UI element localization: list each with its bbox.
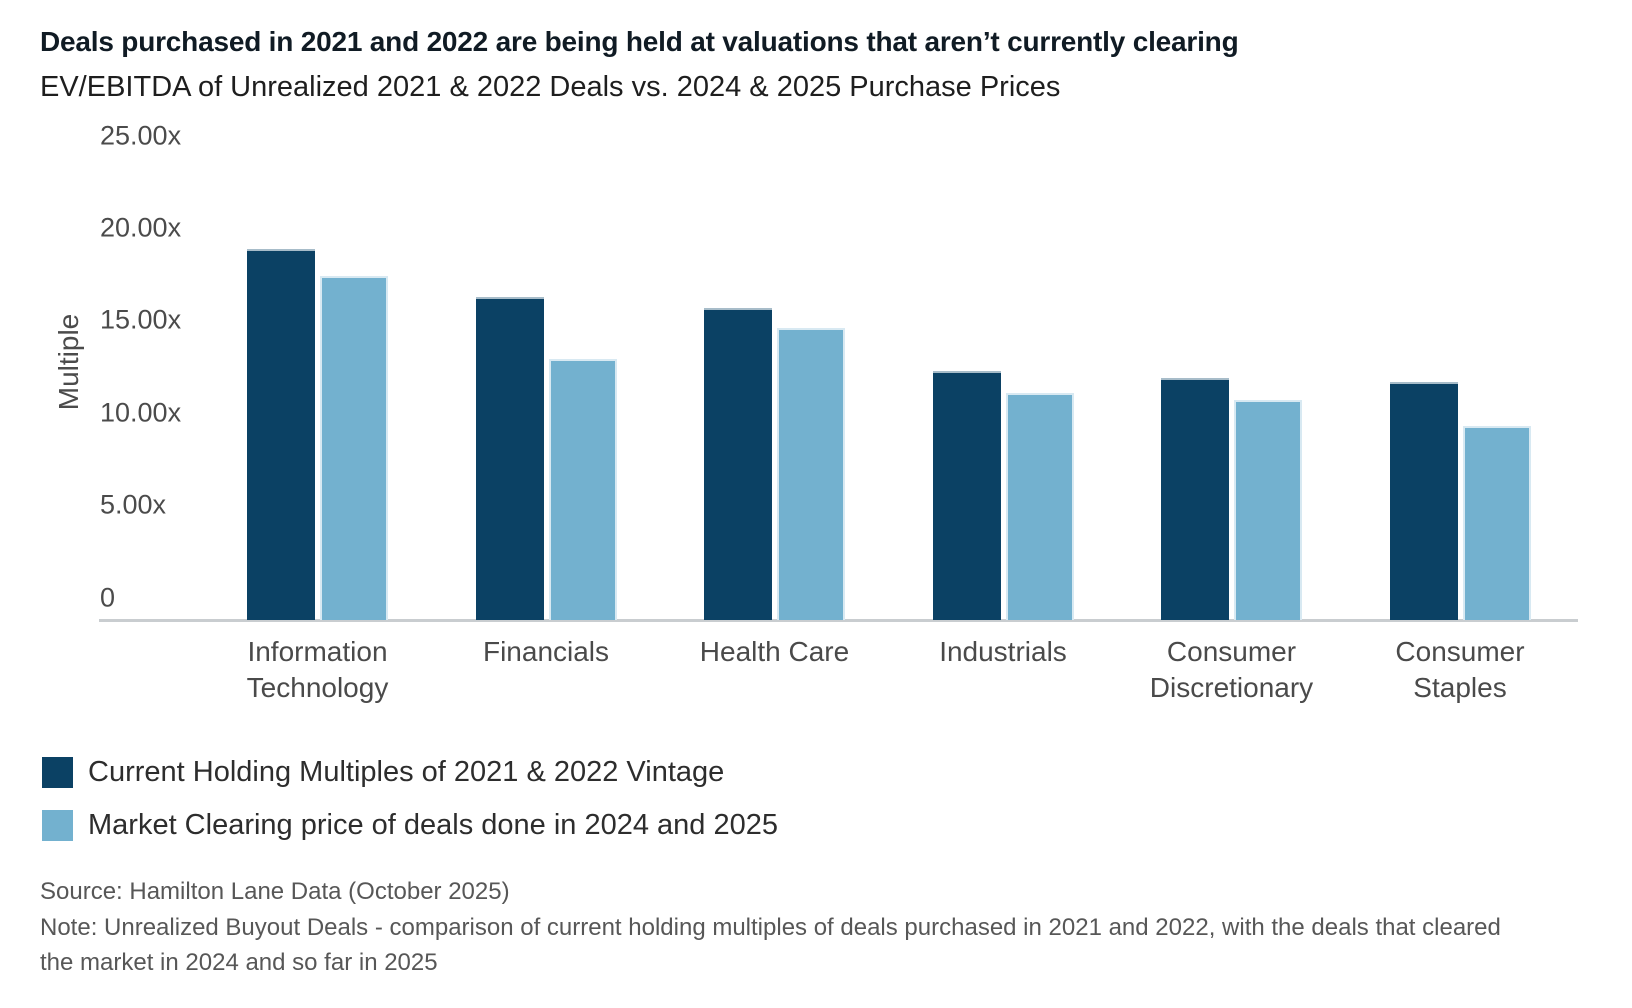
y-axis-title: Multiple [53, 313, 84, 411]
bar-current-holding-financials [475, 297, 544, 620]
bar-market-clearing-health-care [777, 328, 845, 620]
source-line: Source: Hamilton Lane Data (October 2025… [40, 878, 510, 905]
legend-swatch-light [42, 810, 73, 841]
chart-subtitle: EV/EBITDA of Unrealized 2021 & 2022 Deal… [40, 71, 1061, 103]
x-category-label-health-care: Health Care [699, 636, 850, 667]
x-category-label-financials: Financials [482, 636, 610, 667]
note-line: Note: Unrealized Buyout Deals - comparis… [40, 913, 1501, 977]
legend-swatch-dark [42, 757, 73, 788]
y-tick-label: 15.00x [100, 304, 182, 335]
bar-market-clearing-consumer-staples [1462, 426, 1531, 620]
y-tick-label: 10.00x [100, 397, 182, 428]
legend-item-market-clearing: Market Clearing price of deals done in 2… [42, 809, 778, 842]
x-category-label-industrials: Industrials [939, 636, 1067, 667]
y-tick-label: 25.00x [100, 120, 182, 151]
bar-market-clearing-information-technology [320, 276, 388, 620]
x-category-label-consumer-staples: Consumer Staples [1395, 636, 1525, 703]
chart-title: Deals purchased in 2021 and 2022 are bei… [40, 26, 1239, 57]
legend-label: Market Clearing price of deals done in 2… [88, 809, 779, 841]
bar-current-holding-health-care [704, 308, 772, 620]
bar-current-holding-consumer-discretionary [1161, 378, 1229, 620]
bar-market-clearing-financials [548, 359, 617, 620]
y-tick-label: 20.00x [100, 212, 182, 243]
y-tick-label: 5.00x [100, 489, 167, 520]
bar-current-holding-information-technology [247, 249, 315, 620]
footer: Source: Hamilton Lane Data (October 2025… [40, 874, 1515, 981]
bar-current-holding-consumer-staples [1389, 382, 1458, 620]
legend-item-current-holding: Current Holding Multiples of 2021 & 2022… [42, 756, 724, 789]
bar-market-clearing-industrials [1005, 393, 1074, 620]
x-axis-baseline [99, 619, 1578, 622]
y-tick-label: 0 [100, 582, 116, 613]
x-category-label-consumer-discretionary: Consumer Discretionary [1149, 636, 1314, 703]
bar-current-holding-industrials [932, 371, 1001, 620]
x-category-label-information-technology: Information Technology [246, 636, 389, 703]
legend-label: Current Holding Multiples of 2021 & 2022… [88, 756, 725, 788]
bar-market-clearing-consumer-discretionary [1234, 400, 1302, 620]
